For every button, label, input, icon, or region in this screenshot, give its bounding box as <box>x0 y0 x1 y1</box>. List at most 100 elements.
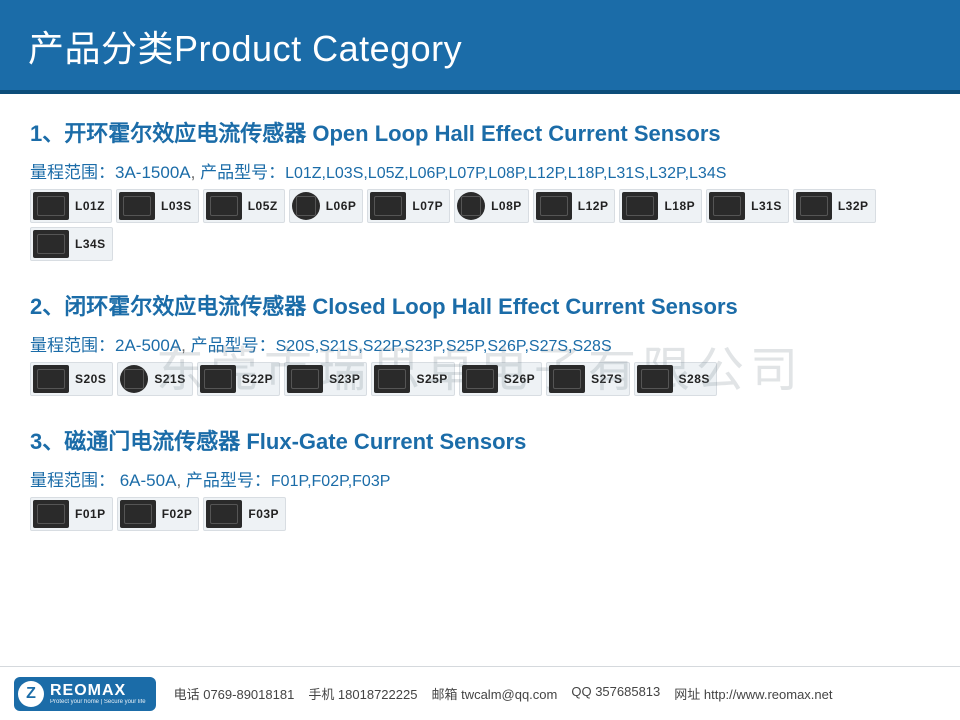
product-image-icon <box>120 365 148 393</box>
product-label: S27S <box>591 372 622 386</box>
product-image-icon <box>549 365 585 393</box>
product-label: F01P <box>75 507 106 521</box>
range-value: 6A-50A <box>115 471 176 490</box>
product-section: 1、开环霍尔效应电流传感器 Open Loop Hall Effect Curr… <box>30 116 930 261</box>
product-image-icon <box>33 230 69 258</box>
product-label: L01Z <box>75 199 105 213</box>
page-title: 产品分类Product Category <box>28 28 462 69</box>
product-section: 3、磁通门电流传感器 Flux-Gate Current Sensors 量程范围… <box>30 424 930 531</box>
product-image-icon <box>119 192 155 220</box>
footer-contact-item: 电话 0769-89018181 <box>174 684 295 703</box>
model-label: 产品型号： <box>200 163 285 182</box>
product-label: S20S <box>75 372 106 386</box>
product-thumb[interactable]: S22P <box>197 362 280 396</box>
product-image-icon <box>206 192 242 220</box>
thumbnail-row: L01Z L03S L05Z L06PL07P L08P L12P L18P L31S L32P… <box>30 189 930 261</box>
product-thumb[interactable]: S26P <box>459 362 542 396</box>
model-label: 产品型号： <box>186 471 271 490</box>
product-label: S26P <box>504 372 535 386</box>
range-value: 3A-1500A <box>115 163 191 182</box>
product-thumb[interactable]: L05Z <box>203 189 285 223</box>
product-label: L18P <box>664 199 695 213</box>
section-title: 2、闭环霍尔效应电流传感器 Closed Loop Hall Effect Cu… <box>30 289 930 321</box>
product-label: L03S <box>161 199 192 213</box>
product-thumb[interactable]: L06P <box>289 189 364 223</box>
product-label: L32P <box>838 199 869 213</box>
product-thumb[interactable]: L07P <box>367 189 450 223</box>
separator: , <box>181 336 190 355</box>
section-title: 1、开环霍尔效应电流传感器 Open Loop Hall Effect Curr… <box>30 116 930 148</box>
product-thumb[interactable]: F01P <box>30 497 113 531</box>
footer-contact-info: 电话 0769-89018181 手机 18018722225 邮箱 twcalm@… <box>174 684 833 703</box>
product-thumb[interactable]: L34S <box>30 227 113 261</box>
logo-icon: Z <box>18 681 44 707</box>
product-label: S22P <box>242 372 273 386</box>
thumbnail-row: S20S S21S S22P S23P S25P S26P S27S S28S <box>30 362 930 396</box>
section-number: 1、 <box>30 121 64 146</box>
product-label: F03P <box>248 507 279 521</box>
model-list: F01P,F02P,F03P <box>271 473 391 490</box>
footer-contact-item: 网址 http://www.reomax.net <box>674 684 832 703</box>
footer-contact-item: 手机 18018722225 <box>308 684 417 703</box>
product-image-icon <box>709 192 745 220</box>
product-image-icon <box>536 192 572 220</box>
section-number: 3、 <box>30 429 64 454</box>
range-label: 量程范围： <box>30 471 115 490</box>
model-list: L01Z,L03S,L05Z,L06P,L07P,L08P,L12P,L18P,… <box>285 165 726 182</box>
footer-contact-item: 邮箱 twcalm@qq.com <box>431 684 557 703</box>
product-label: L34S <box>75 237 106 251</box>
product-thumb[interactable]: S20S <box>30 362 113 396</box>
product-thumb[interactable]: L01Z <box>30 189 112 223</box>
product-thumb[interactable]: S21S <box>117 362 192 396</box>
section-number: 2、 <box>30 294 64 319</box>
product-thumb[interactable]: S27S <box>546 362 629 396</box>
product-thumb[interactable]: F02P <box>117 497 200 531</box>
company-logo: Z REOMAX Protect your home | Secure your… <box>14 677 156 711</box>
product-image-icon <box>33 500 69 528</box>
product-thumb[interactable]: F03P <box>203 497 286 531</box>
product-image-icon <box>457 192 485 220</box>
product-image-icon <box>462 365 498 393</box>
model-list: S20S,S21S,S22P,S23P,S25P,S26P,S27S,S28S <box>276 338 612 355</box>
product-thumb[interactable]: L31S <box>706 189 789 223</box>
product-image-icon <box>200 365 236 393</box>
section-range-line: 量程范围：3A-1500A, 产品型号：L01Z,L03S,L05Z,L06P,… <box>30 158 930 183</box>
product-thumb[interactable]: L12P <box>533 189 616 223</box>
separator: , <box>176 471 185 490</box>
product-label: S28S <box>679 372 710 386</box>
product-label: S25P <box>416 372 447 386</box>
page-footer: Z REOMAX Protect your home | Secure your… <box>0 666 960 720</box>
product-thumb[interactable]: S25P <box>371 362 454 396</box>
product-image-icon <box>370 192 406 220</box>
separator: , <box>191 163 200 182</box>
product-label: F02P <box>162 507 193 521</box>
product-thumb[interactable]: S23P <box>284 362 367 396</box>
product-thumb[interactable]: L03S <box>116 189 199 223</box>
product-label: S21S <box>154 372 185 386</box>
model-label: 产品型号： <box>191 336 276 355</box>
content-area: 1、开环霍尔效应电流传感器 Open Loop Hall Effect Curr… <box>0 94 960 531</box>
product-thumb[interactable]: S28S <box>634 362 717 396</box>
product-label: L12P <box>578 199 609 213</box>
range-value: 2A-500A <box>115 336 181 355</box>
product-image-icon <box>120 500 156 528</box>
product-label: L05Z <box>248 199 278 213</box>
product-image-icon <box>622 192 658 220</box>
product-image-icon <box>33 365 69 393</box>
product-label: S23P <box>329 372 360 386</box>
section-title: 3、磁通门电流传感器 Flux-Gate Current Sensors <box>30 424 930 456</box>
product-image-icon <box>374 365 410 393</box>
footer-contact-item: QQ 357685813 <box>571 684 660 703</box>
product-image-icon <box>287 365 323 393</box>
logo-subtitle: Protect your home | Secure your life <box>50 699 146 705</box>
section-range-line: 量程范围： 6A-50A, 产品型号：F01P,F02P,F03P <box>30 466 930 491</box>
product-image-icon <box>33 192 69 220</box>
product-image-icon <box>292 192 320 220</box>
product-thumb[interactable]: L18P <box>619 189 702 223</box>
product-thumb[interactable]: L32P <box>793 189 876 223</box>
product-label: L08P <box>491 199 522 213</box>
section-range-line: 量程范围：2A-500A, 产品型号：S20S,S21S,S22P,S23P,S… <box>30 331 930 356</box>
product-thumb[interactable]: L08P <box>454 189 529 223</box>
product-image-icon <box>796 192 832 220</box>
product-image-icon <box>206 500 242 528</box>
